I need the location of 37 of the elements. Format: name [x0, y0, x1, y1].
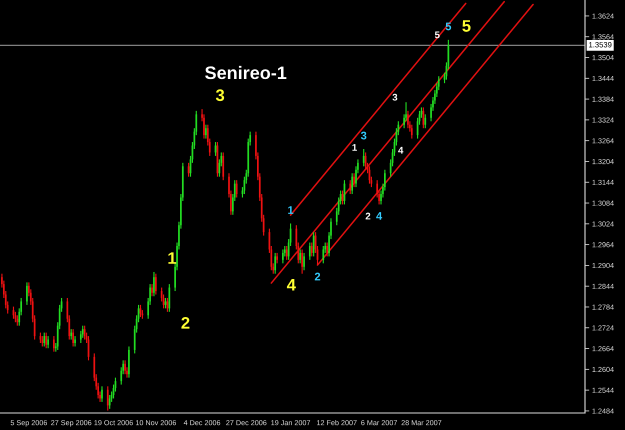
candlestick: [74, 336, 76, 348]
candlestick: [40, 332, 42, 344]
annotation: 3: [216, 89, 224, 102]
candlestick: [368, 166, 370, 184]
candlestick: [140, 304, 142, 318]
candlestick: [12, 306, 14, 320]
candlestick: [205, 124, 207, 140]
candlestick: [47, 336, 49, 349]
annotation: 2: [181, 317, 190, 329]
annotation: 2: [314, 272, 320, 280]
candlestick: [214, 142, 216, 156]
candlestick: [276, 252, 278, 264]
candlestick: [153, 271, 155, 297]
candlestick: [164, 297, 166, 309]
candlestick: [188, 162, 190, 178]
candlestick: [303, 252, 305, 271]
candlestick: [124, 360, 126, 375]
annotation: 3: [360, 132, 366, 140]
annotation: 5: [446, 22, 452, 30]
candlestick: [26, 282, 28, 306]
annotation: 5: [462, 20, 471, 32]
candlestick: [88, 336, 90, 361]
candlestick: [101, 386, 103, 402]
candlestick: [166, 297, 168, 312]
candlestick: [344, 180, 346, 205]
text: Senireo-1: [205, 66, 286, 80]
candlestick: [353, 172, 355, 188]
annotation: 4: [376, 212, 382, 220]
annotation: 4: [398, 146, 404, 154]
annotation: 1: [352, 144, 357, 151]
annotation: 1: [288, 206, 294, 214]
annotation: 3: [392, 94, 398, 101]
candlestick: [151, 284, 153, 297]
annotation: 2: [366, 212, 370, 220]
candlestick: [342, 190, 344, 205]
annotation: 4: [286, 279, 296, 291]
candlestick: [407, 110, 409, 129]
